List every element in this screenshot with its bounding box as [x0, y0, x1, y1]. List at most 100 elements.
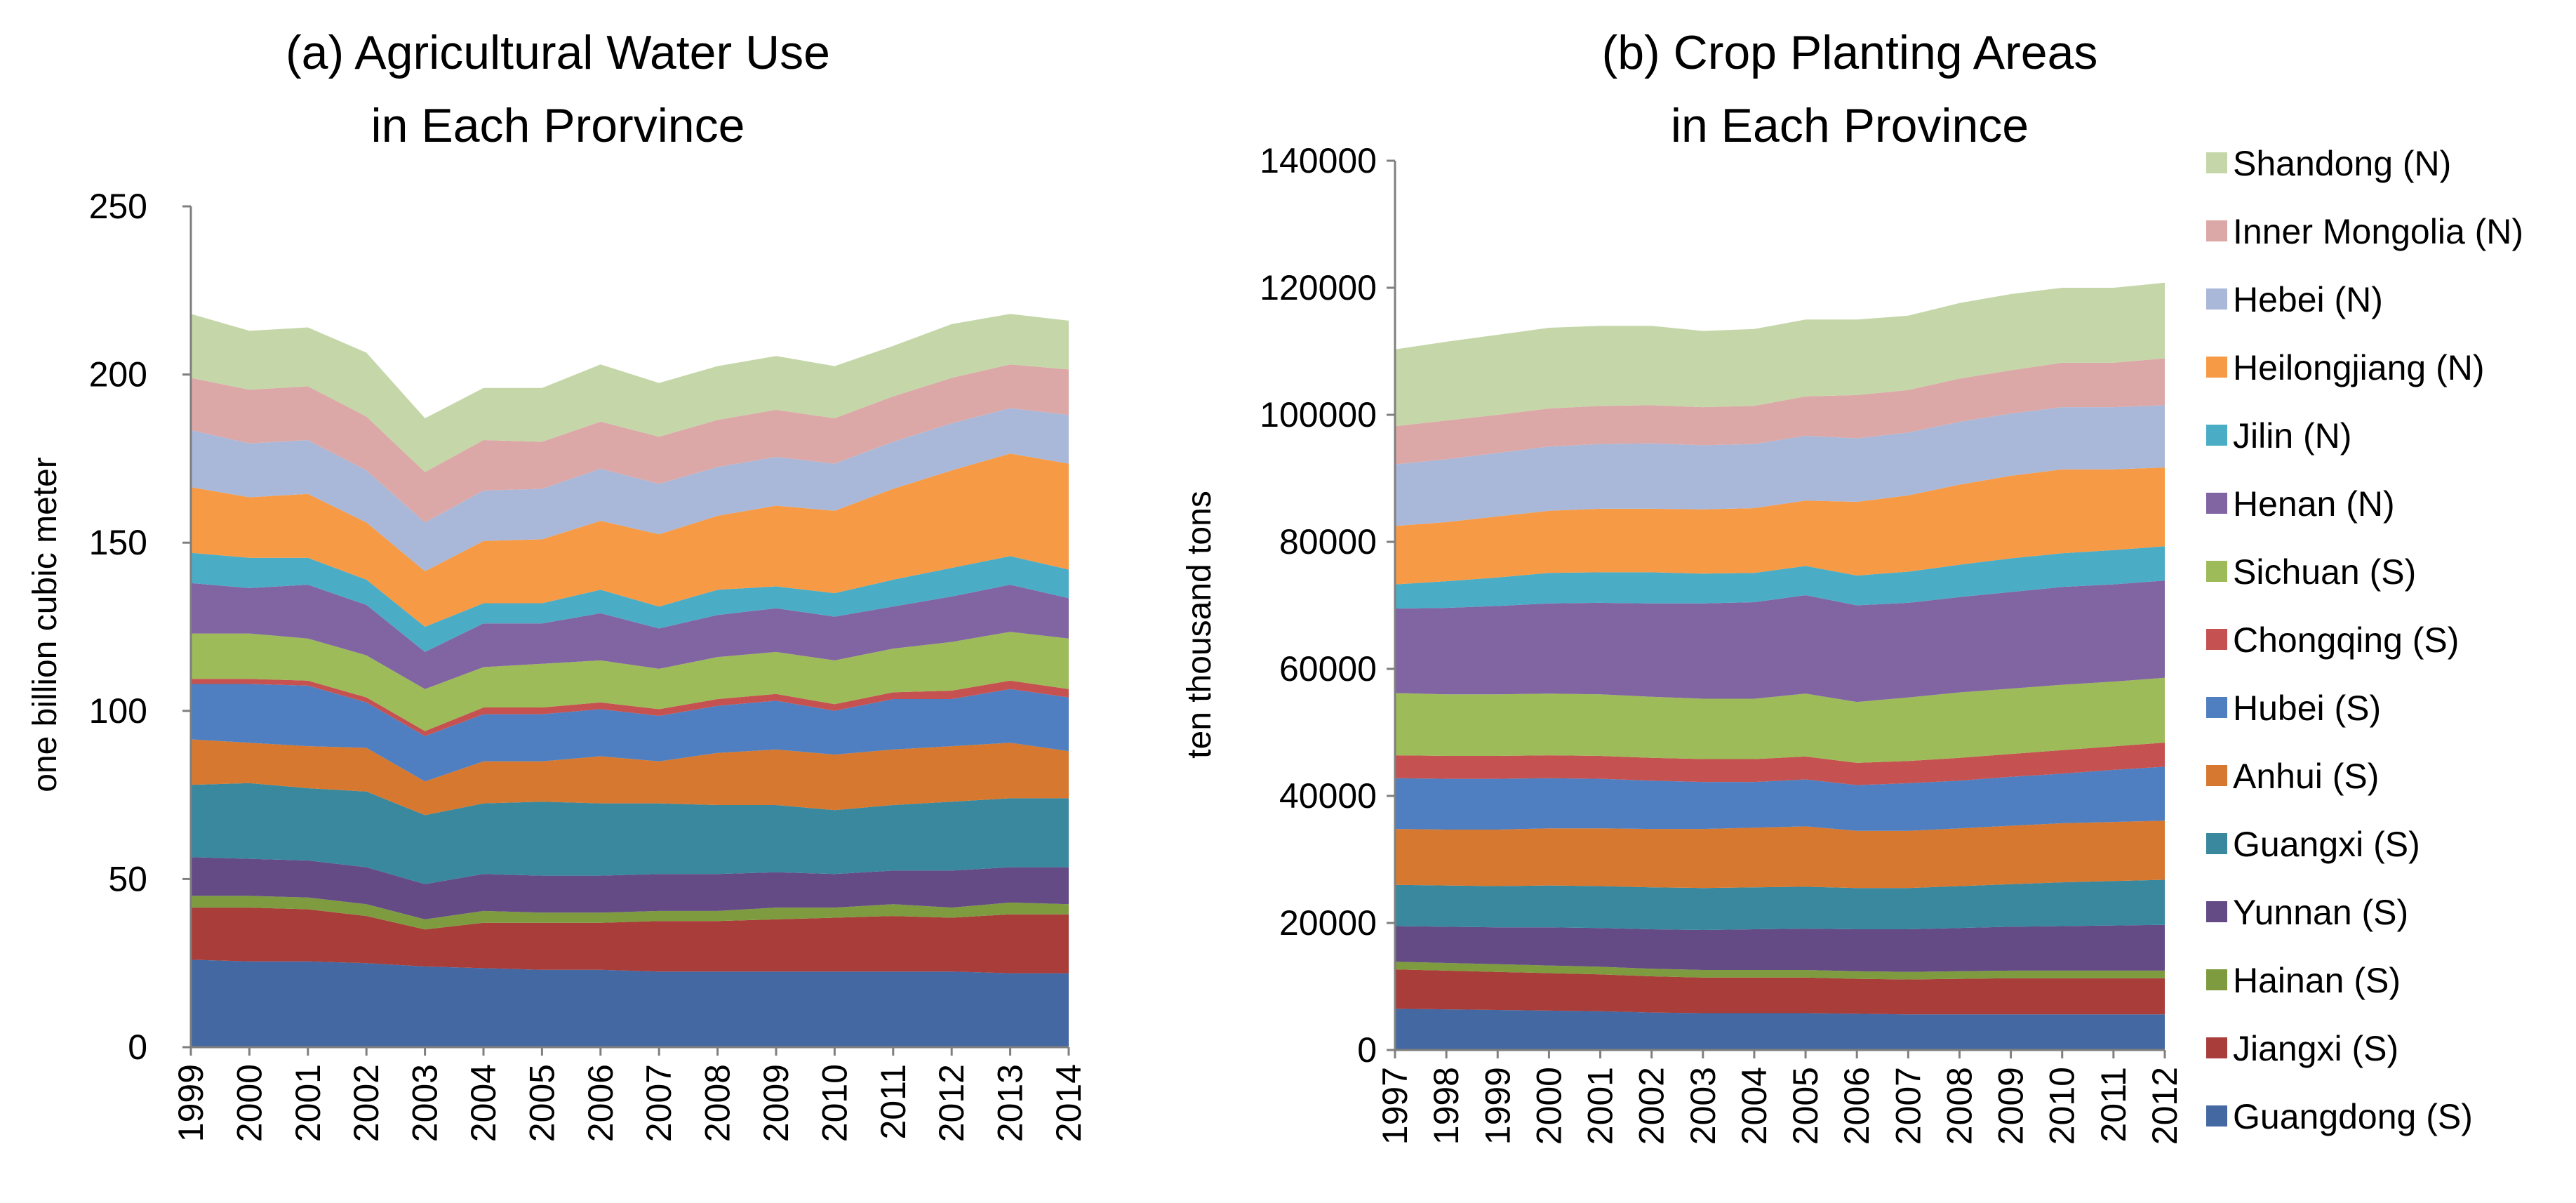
- chart-b-y-tick-label: 120000: [1260, 268, 1377, 307]
- chart-b-area-yunnan-s: [1395, 924, 2165, 972]
- legend-swatch-inner-mongolia-n: [2206, 220, 2227, 241]
- legend-swatch-hebei-n: [2206, 288, 2227, 310]
- chart-b-x-tick-label: 2009: [1991, 1067, 2031, 1145]
- legend-swatch-guangdong-s: [2206, 1105, 2227, 1126]
- chart-a-area-heilongjiang-n: [191, 453, 1069, 627]
- legend-label-jilin-n: Jilin (N): [2233, 416, 2351, 456]
- legend-label-sichuan-s: Sichuan (S): [2233, 552, 2416, 592]
- chart-a-title-line2: in Each Prorvince: [371, 99, 745, 152]
- chart-b-x-tick-label: 2008: [1940, 1067, 1979, 1145]
- chart-a-y-axis-label: one billion cubic meter: [27, 457, 64, 792]
- chart-b-x-tick-label: 2001: [1581, 1067, 1620, 1145]
- legend-label-hebei-n: Hebei (N): [2233, 280, 2383, 319]
- chart-a-area-guangxi-s: [191, 783, 1069, 884]
- chart-a-y-tick-label: 200: [89, 355, 147, 394]
- chart-b-areas: [1395, 282, 2165, 1050]
- chart-b-title-line2: in Each Province: [1671, 99, 2029, 152]
- chart-b-x-tick-label: 2002: [1632, 1067, 1671, 1145]
- chart-a-area-jilin-n: [191, 552, 1069, 652]
- chart-a-areas: [191, 314, 1069, 1047]
- chart-b-x-tick-label: 1998: [1427, 1067, 1466, 1145]
- legend-swatch-hainan-s: [2206, 969, 2227, 990]
- chart-b-area-jilin-n: [1395, 546, 2165, 609]
- chart-a-x-tick-label: 2000: [229, 1064, 269, 1142]
- chart-a-area-chongqing-s: [191, 679, 1069, 736]
- chart-a-x-tick-label: 2008: [698, 1064, 738, 1142]
- chart-b-area-hebei-n: [1395, 405, 2165, 526]
- legend-label-heilongjiang-n: Heilongjiang (N): [2233, 348, 2485, 387]
- chart-a-x-tick-label: 2010: [815, 1064, 854, 1142]
- chart-a-x-tick-label: 2003: [406, 1064, 445, 1142]
- chart-b-x-tick-label: 2005: [1786, 1067, 1825, 1145]
- legend-label-jiangxi-s: Jiangxi (S): [2233, 1029, 2398, 1068]
- chart-b-y-tick-label: 100000: [1260, 395, 1377, 434]
- chart-b-y-tick-label: 60000: [1279, 649, 1377, 689]
- chart-a-x-tick-label: 2005: [522, 1064, 561, 1142]
- chart-b-x-tick-label: 2012: [2145, 1067, 2184, 1145]
- chart-b-y-axis-label: ten thousand tons: [1181, 491, 1218, 759]
- chart-b-area-inner-mongolia-n: [1395, 358, 2165, 465]
- chart-b-y-tick-label: 0: [1357, 1030, 1377, 1070]
- legend-label-inner-mongolia-n: Inner Mongolia (N): [2233, 212, 2523, 251]
- legend-swatch-shandong-n: [2206, 152, 2227, 173]
- chart-b-x-tick-label: 2003: [1683, 1067, 1723, 1145]
- chart-a-area-jiangxi-s: [191, 908, 1069, 973]
- legend-swatch-jilin-n: [2206, 425, 2227, 446]
- legend-swatch-heilongjiang-n: [2206, 357, 2227, 378]
- chart-a-title-line1: (a) Agricultural Water Use: [286, 26, 830, 79]
- legend-swatch-jiangxi-s: [2206, 1037, 2227, 1058]
- chart-b-area-hainan-s: [1395, 962, 2165, 980]
- legend-label-anhui-s: Anhui (S): [2233, 757, 2379, 796]
- chart-b-title-line1: (b) Crop Planting Areas: [1602, 26, 2098, 79]
- chart-a-area-hebei-n: [191, 408, 1069, 571]
- chart-a-x-tick-label: 2012: [932, 1064, 971, 1142]
- chart-b-x-tick-label: 2006: [1837, 1067, 1876, 1145]
- legend-swatch-sichuan-s: [2206, 561, 2227, 582]
- chart-a-area-shandong-n: [191, 314, 1069, 472]
- chart-b-area-shandong-n: [1395, 282, 2165, 427]
- chart-a-area-hubei-s: [191, 684, 1069, 782]
- chart-a-y-tick-label: 50: [108, 859, 147, 898]
- chart-b-legend: Shandong (N) Inner Mongolia (N) Hebei (N) H…: [2206, 144, 2523, 1136]
- chart-b-area-hubei-s: [1395, 766, 2165, 831]
- chart-b-x-tick-label: 1997: [1375, 1067, 1415, 1145]
- legend-swatch-anhui-s: [2206, 765, 2227, 786]
- legend-label-henan-n: Henan (N): [2233, 484, 2395, 524]
- chart-a-x-tick-label: 2006: [581, 1064, 620, 1142]
- chart-a-axes: 0 50 100 150 200 250 1999 2000 2001 2002 2003 2004 2…: [89, 187, 1088, 1142]
- chart-a-y-tick-label: 0: [128, 1028, 147, 1067]
- legend-label-chongqing-s: Chongqing (S): [2233, 620, 2459, 660]
- chart-a-x-tick-label: 2014: [1049, 1064, 1088, 1142]
- chart-b-y-tick-label: 80000: [1279, 522, 1377, 561]
- legend-label-shandong-n: Shandong (N): [2233, 144, 2451, 183]
- chart-a-area-hainan-s: [191, 896, 1069, 930]
- chart-a-x-tick-label: 2002: [347, 1064, 386, 1142]
- chart-b-y-tick-label: 40000: [1279, 776, 1377, 816]
- chart-b-x-tick-label: 1999: [1478, 1067, 1517, 1145]
- chart-b-area-jiangxi-s: [1395, 969, 2165, 1015]
- chart-b-x-tick-label: 2011: [2094, 1067, 2133, 1143]
- chart-a-x-tick-label: 2007: [639, 1064, 679, 1142]
- chart-b-y-tick-label: 20000: [1279, 903, 1377, 943]
- chart-a-y-tick-label: 150: [89, 523, 147, 562]
- chart-a-x-tick-label: 2001: [288, 1064, 328, 1142]
- chart-a-area-yunnan-s: [191, 857, 1069, 919]
- chart-b-area-henan-n: [1395, 580, 2165, 703]
- legend-swatch-henan-n: [2206, 493, 2227, 514]
- chart-a-area-henan-n: [191, 583, 1069, 689]
- chart-a-y-tick-label: 100: [89, 691, 147, 731]
- legend-label-hubei-s: Hubei (S): [2233, 689, 2381, 728]
- chart-a-area-anhui-s: [191, 739, 1069, 816]
- chart-b-axes: 0 20000 40000 60000 80000 100000 120000 140000 1…: [1260, 141, 2184, 1145]
- chart-b-area-sichuan-s: [1395, 677, 2165, 763]
- legend-label-hainan-s: Hainan (S): [2233, 961, 2401, 1000]
- chart-b-y-tick-label: 140000: [1260, 141, 1377, 180]
- chart-a-x-tick-label: 2013: [991, 1064, 1030, 1142]
- chart-b-area-guangdong-s: [1395, 1009, 2165, 1050]
- legend-swatch-guangxi-s: [2206, 833, 2227, 854]
- chart-b-area-guangxi-s: [1395, 879, 2165, 930]
- chart-b-x-tick-label: 2004: [1735, 1067, 1774, 1145]
- chart-a-area-sichuan-s: [191, 632, 1069, 731]
